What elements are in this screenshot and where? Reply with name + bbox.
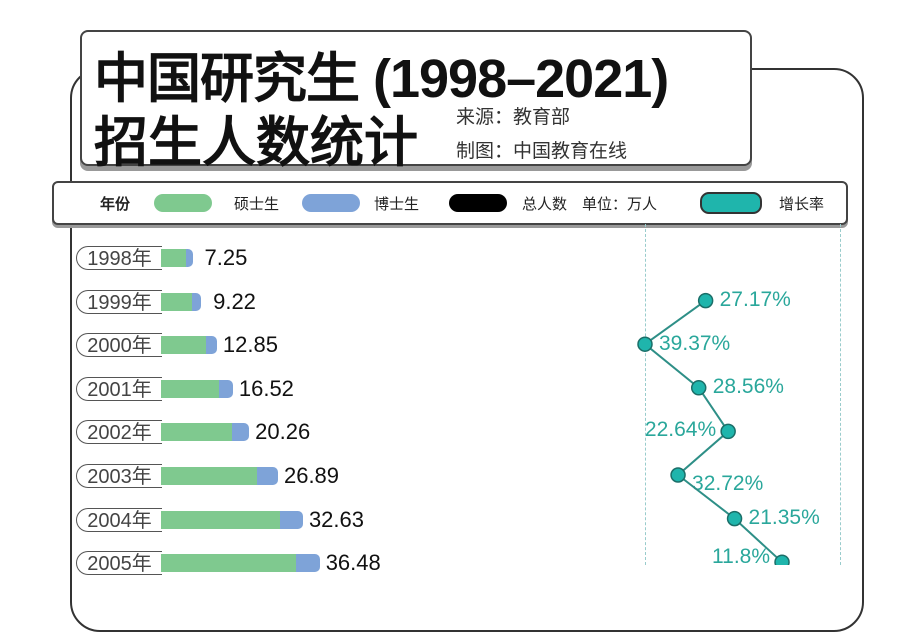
masters-bar <box>161 292 193 311</box>
total-value-label: 7.25 <box>204 245 248 270</box>
growth-rate-point <box>720 423 736 440</box>
year-label: 1999年 <box>76 289 162 314</box>
growth-rate-point <box>726 510 743 527</box>
masters-bar <box>161 379 219 398</box>
doctoral-bar <box>186 249 193 267</box>
year-label: 2003年 <box>76 464 162 488</box>
total-value-label: 32.63 <box>308 506 364 532</box>
masters-bar <box>161 510 280 529</box>
growth-rate-point <box>690 380 707 396</box>
title-box: 中国研究生 (1998–2021) 招生人数统计 来源：教育部 制图：中国教育在… <box>80 30 752 173</box>
title-line2: 招生人数统计 <box>94 113 418 173</box>
growth-rate-point <box>774 554 790 565</box>
year-label: 2004年 <box>76 507 162 532</box>
guide-line-left <box>645 224 646 565</box>
total-bar <box>161 423 250 442</box>
doctoral-bar <box>218 379 233 398</box>
doctoral-bar <box>192 292 202 311</box>
legend: 年份 硕士生 博士生 总人数 单位：万人 增长率 <box>52 181 848 225</box>
title-line1: 中国研究生 (1998–2021) <box>94 49 669 109</box>
growth-rate-label: 28.56% <box>712 374 784 398</box>
total-bar <box>161 249 193 267</box>
masters-bar <box>161 467 257 485</box>
year-label: 2002年 <box>76 420 162 445</box>
legend-unit: 单位：万人 <box>582 196 658 213</box>
legend-masters: 硕士生 <box>234 196 280 213</box>
total-bar <box>161 467 278 485</box>
growth-rate-label: 39.37% <box>659 332 731 356</box>
legend-year: 年份 <box>100 196 131 213</box>
total-value-label: 20.26 <box>255 419 311 445</box>
growth-rate-label: 21.35% <box>748 505 820 529</box>
legend-swatch-doctoral <box>302 194 360 212</box>
growth-rate-label: 11.8% <box>712 545 771 569</box>
total-value-label: 9.22 <box>213 288 256 314</box>
growth-rate-label: 27.17% <box>719 287 791 311</box>
growth-rate-line-chart <box>637 292 790 565</box>
guide-line-right <box>840 224 841 565</box>
doctoral-bar <box>205 336 217 355</box>
growth-rate-point <box>637 336 653 352</box>
doctoral-bar <box>279 510 303 529</box>
masters-bar <box>161 423 233 442</box>
growth-rate-label: 32.72% <box>692 472 764 495</box>
growth-rate-label: 22.64% <box>644 418 717 442</box>
total-value-label: 26.89 <box>283 463 340 488</box>
legend-swatch-masters <box>154 194 212 212</box>
doctoral-bar <box>232 423 250 442</box>
legend-total: 总人数 <box>522 196 568 213</box>
growth-rate-point <box>697 292 714 309</box>
total-bar <box>161 510 303 529</box>
maker-text: 制图：中国教育在线 <box>456 141 628 162</box>
year-label: 2001年 <box>76 376 162 401</box>
total-bar <box>161 292 202 311</box>
total-bar <box>161 336 217 355</box>
masters-bar <box>161 336 206 355</box>
doctoral-bar <box>256 467 278 485</box>
legend-doctoral: 博士生 <box>374 196 420 213</box>
total-bar <box>161 379 233 398</box>
legend-growth: 增长率 <box>779 196 825 213</box>
masters-bar <box>161 249 186 267</box>
year-label: 1998年 <box>76 246 162 270</box>
year-label: 2000年 <box>76 333 162 358</box>
total-value-label: 16.52 <box>238 375 294 401</box>
legend-swatch-total <box>449 194 507 212</box>
growth-rate-point <box>670 467 686 483</box>
growth-rate-line <box>643 299 783 563</box>
legend-swatch-growth <box>700 192 762 214</box>
source-text: 来源：教育部 <box>456 107 571 128</box>
total-value-label: 12.85 <box>222 332 278 358</box>
